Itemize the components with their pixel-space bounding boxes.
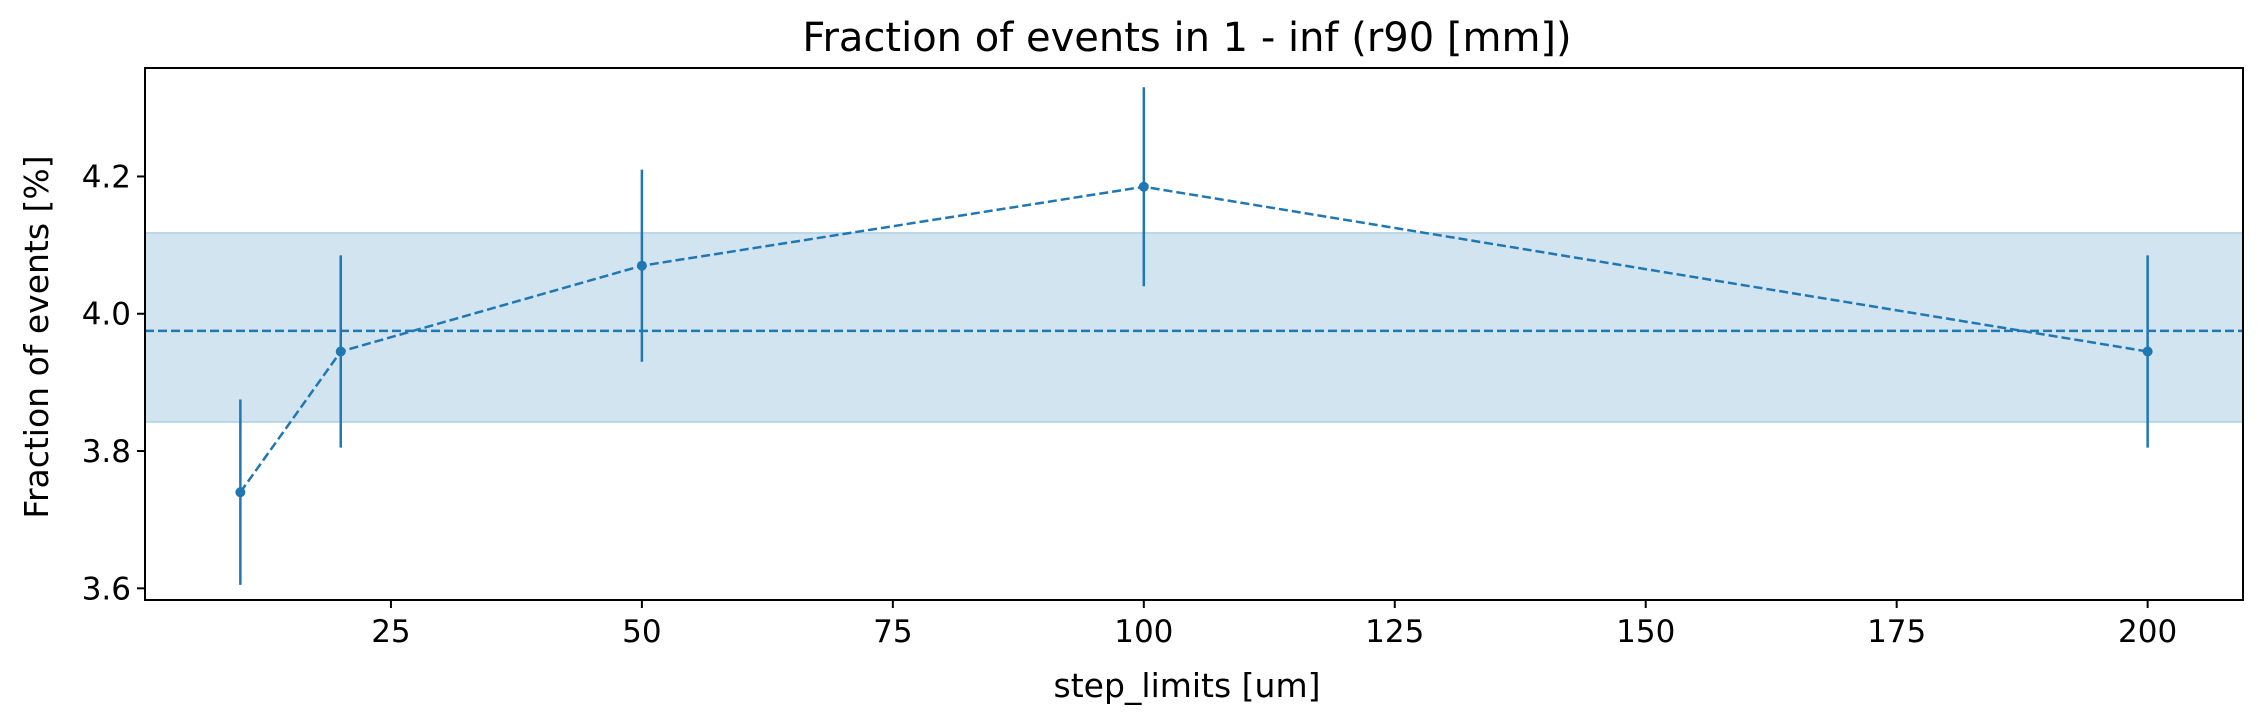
y-tick-label: 3.8 bbox=[82, 434, 131, 470]
y-tick-label: 4.0 bbox=[82, 297, 131, 333]
data-point bbox=[636, 260, 647, 271]
chart-title: Fraction of events in 1 - inf (r90 [mm]) bbox=[802, 15, 1571, 61]
y-tick-label: 3.6 bbox=[82, 571, 131, 607]
x-tick-label: 25 bbox=[371, 614, 410, 650]
x-tick-label: 200 bbox=[2118, 614, 2177, 650]
x-tick-label: 150 bbox=[1616, 614, 1675, 650]
plot-area bbox=[145, 87, 2243, 585]
data-point bbox=[235, 487, 246, 498]
y-tick-label: 4.2 bbox=[82, 159, 131, 195]
x-axis-label: step_limits [um] bbox=[1054, 666, 1321, 705]
x-tick-label: 175 bbox=[1867, 614, 1926, 650]
x-tick-label: 50 bbox=[622, 614, 661, 650]
axes-frame bbox=[144, 67, 2244, 601]
data-point bbox=[335, 346, 346, 357]
x-tick-label: 100 bbox=[1114, 614, 1173, 650]
x-tick-label: 125 bbox=[1365, 614, 1424, 650]
data-point bbox=[2142, 346, 2153, 357]
y-axis-label: Fraction of events [%] bbox=[17, 155, 56, 518]
axes: 25 50 75 100 125 150 175 200 3.6 3.8 4.0 4.2 bbox=[82, 67, 2244, 650]
uncertainty-band bbox=[145, 231, 2243, 423]
data-point bbox=[1138, 181, 1149, 192]
x-tick-label: 75 bbox=[873, 614, 912, 650]
plot-inner bbox=[145, 87, 2243, 585]
